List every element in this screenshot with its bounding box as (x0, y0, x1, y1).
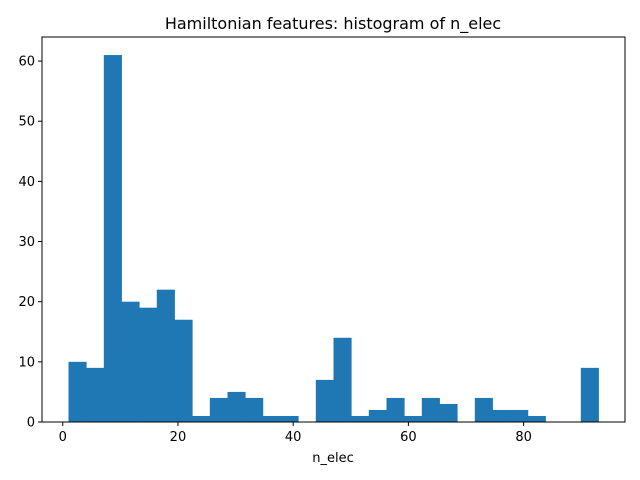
histogram-bar (368, 409, 387, 422)
histogram-bar (280, 415, 299, 422)
histogram-bar (209, 397, 228, 422)
histogram-bar (351, 415, 370, 422)
y-tick-label: 60 (18, 55, 35, 70)
bars-group (68, 55, 599, 423)
x-axis: 0 20 40 60 80 (59, 422, 532, 445)
histogram-bar (245, 397, 264, 422)
plot-frame (41, 36, 626, 423)
histogram-bar (404, 415, 423, 422)
histogram-bar (192, 415, 211, 422)
histogram-bar (86, 367, 105, 422)
x-tick-label: 20 (170, 430, 187, 445)
histogram-bar (386, 397, 405, 422)
chart-title: Hamiltonian features: histogram of n_ele… (165, 14, 501, 34)
histogram-bar (121, 301, 140, 422)
histogram-bar (527, 415, 546, 422)
y-tick-label: 50 (18, 115, 35, 130)
histogram-bar (439, 403, 458, 422)
histogram-bar (580, 367, 599, 422)
x-axis-label: n_elec (312, 451, 354, 466)
histogram-bar (315, 379, 334, 422)
histogram-bar (103, 55, 122, 423)
histogram-bar (227, 391, 246, 422)
histogram-bar (510, 409, 529, 422)
histogram-bar (139, 307, 158, 422)
histogram-bar (68, 361, 87, 422)
x-tick-label: 40 (285, 430, 302, 445)
histogram-bar (421, 397, 440, 422)
histogram-bar (156, 289, 175, 422)
histogram-bar (174, 319, 193, 422)
y-tick-label: 10 (18, 355, 35, 370)
histogram-bar (333, 337, 352, 422)
y-tick-label: 40 (18, 175, 35, 190)
histogram-bar (492, 409, 511, 422)
x-tick-label: 80 (515, 430, 532, 445)
y-tick-label: 20 (18, 295, 35, 310)
x-tick-label: 0 (59, 430, 67, 445)
histogram-bar (262, 415, 281, 422)
y-tick-label: 0 (27, 416, 35, 431)
x-tick-label: 60 (400, 430, 417, 445)
y-axis: 0 10 20 30 40 50 60 (18, 55, 42, 431)
y-tick-label: 30 (18, 235, 35, 250)
histogram-bar (474, 397, 493, 422)
